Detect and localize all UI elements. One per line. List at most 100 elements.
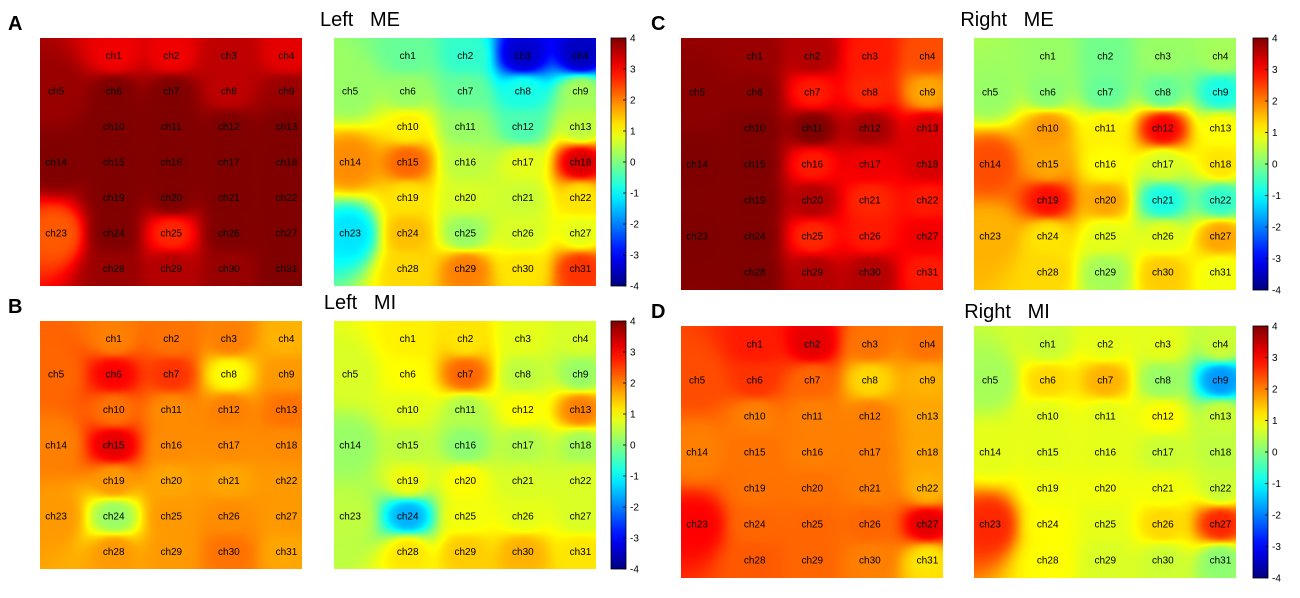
channel-label: ch25: [454, 511, 476, 522]
channel-label: ch13: [917, 124, 939, 135]
channel-label: ch28: [397, 547, 419, 558]
channel-label: ch29: [160, 264, 182, 275]
channel-label: ch27: [276, 511, 298, 522]
colorbar-tick-label: 4: [1272, 34, 1278, 45]
channel-label: ch26: [218, 228, 240, 239]
channel-label: ch19: [397, 476, 419, 487]
colorbar-tick-label: -1: [630, 472, 639, 483]
channel-label: ch1: [1040, 340, 1057, 351]
channel-label: ch23: [686, 520, 708, 531]
colorbar-tick-label: 3: [630, 65, 636, 76]
channel-label: ch24: [397, 511, 419, 522]
channel-label: ch14: [686, 160, 708, 171]
channel-label: ch11: [802, 412, 823, 423]
panel-title: Right MI: [964, 301, 1050, 323]
channel-label: ch7: [804, 88, 821, 99]
channel-label: ch9: [919, 376, 936, 387]
colorbar-tick-label: -3: [630, 534, 639, 545]
channel-label: ch20: [1094, 484, 1116, 495]
channel-label: ch30: [859, 268, 881, 279]
channel-label: ch18: [1210, 160, 1232, 171]
channel-label: ch20: [454, 476, 476, 487]
colorbar-tick-label: 2: [630, 379, 636, 390]
channel-label: ch1: [400, 51, 417, 62]
channel-label: ch23: [979, 232, 1001, 243]
channel-label: ch21: [218, 193, 240, 204]
channel-label: ch14: [339, 158, 361, 169]
channel-label: ch17: [1152, 160, 1174, 171]
channel-label: ch10: [397, 122, 419, 133]
panel-title: Left ME: [320, 9, 400, 31]
channel-label: ch27: [917, 232, 939, 243]
channel-label: ch8: [221, 87, 238, 98]
channel-label: ch18: [570, 158, 592, 169]
channel-label: ch13: [1210, 124, 1232, 135]
channel-label: ch7: [1097, 88, 1114, 99]
channel-label: ch7: [1097, 376, 1114, 387]
channel-label: ch6: [106, 370, 123, 381]
colorbar-tick-label: 1: [630, 127, 636, 138]
channel-label: ch16: [801, 160, 823, 171]
channel-label: ch17: [218, 158, 240, 169]
channel-label: ch26: [218, 511, 240, 522]
channel-label: ch10: [103, 122, 125, 133]
channel-label: ch8: [862, 88, 879, 99]
channel-label: ch21: [859, 196, 881, 207]
channel-label: ch3: [515, 51, 532, 62]
channel-label: ch12: [859, 124, 881, 135]
channel-label: ch14: [979, 160, 1001, 171]
colorbar-tick-label: 3: [1272, 65, 1278, 76]
channel-label: ch11: [1095, 124, 1116, 135]
colorbar-tick-label: 0: [630, 441, 636, 452]
channel-label: ch10: [744, 124, 766, 135]
channel-label: ch4: [919, 52, 936, 63]
channel-label: ch30: [512, 264, 534, 275]
colorbar-tick-label: 4: [630, 34, 636, 45]
channel-label: ch19: [744, 484, 766, 495]
channel-label: ch24: [103, 511, 125, 522]
channel-label: ch29: [454, 264, 476, 275]
colorbar-tick-label: 0: [630, 158, 636, 169]
channel-label: ch7: [163, 370, 180, 381]
heatmap-field: [40, 38, 302, 286]
channel-label: ch16: [160, 158, 182, 169]
channel-label: ch8: [1155, 376, 1172, 387]
panel-title: Right ME: [960, 9, 1053, 31]
channel-label: ch6: [1040, 376, 1057, 387]
colorbar-tick-label: -1: [1272, 479, 1281, 490]
channel-label: ch29: [454, 547, 476, 558]
channel-label: ch25: [1094, 520, 1116, 531]
channel-label: ch31: [1210, 268, 1232, 279]
channel-label: ch3: [1155, 52, 1172, 63]
channel-label: ch23: [979, 520, 1001, 531]
channel-label: ch19: [397, 193, 419, 204]
colorbar-tick-label: -3: [1272, 542, 1281, 553]
channel-label: ch22: [570, 476, 592, 487]
channel-label: ch25: [1094, 232, 1116, 243]
channel-label: ch9: [1212, 376, 1229, 387]
channel-label: ch2: [163, 51, 180, 62]
channel-label: ch13: [1210, 412, 1232, 423]
channel-label: ch3: [862, 52, 879, 63]
colorbar-tick-label: -1: [630, 189, 639, 200]
channel-label: ch22: [917, 484, 939, 495]
channel-label: ch24: [744, 232, 766, 243]
channel-label: ch30: [1152, 556, 1174, 567]
channel-label: ch3: [862, 340, 879, 351]
channel-label: ch2: [1097, 340, 1114, 351]
colorbar-tick-label: 3: [630, 348, 636, 359]
channel-label: ch11: [455, 405, 476, 416]
channel-label: ch15: [103, 158, 125, 169]
channel-label: ch23: [45, 228, 67, 239]
channel-label: ch17: [218, 441, 240, 452]
channel-label: ch18: [570, 441, 592, 452]
channel-label: ch14: [45, 441, 67, 452]
channel-label: ch21: [218, 476, 240, 487]
channel-label: ch26: [512, 511, 534, 522]
channel-label: ch11: [161, 405, 182, 416]
channel-label: ch10: [1037, 412, 1059, 423]
channel-label: ch7: [163, 87, 180, 98]
channel-label: ch19: [103, 193, 125, 204]
channel-label: ch2: [457, 334, 474, 345]
